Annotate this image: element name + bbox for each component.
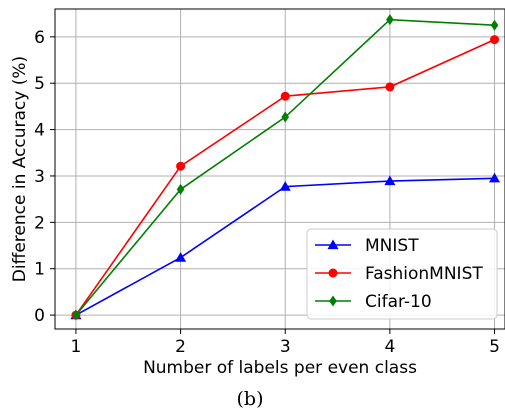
x-tick-label: 3: [280, 337, 291, 357]
data-point: [386, 14, 394, 26]
x-tick-label: 1: [71, 337, 82, 357]
data-point: [385, 82, 395, 92]
legend-marker: [328, 268, 338, 278]
x-tick-label: 2: [175, 337, 186, 357]
data-point: [175, 252, 187, 262]
legend-item: FashionMNIST: [315, 264, 483, 284]
legend-box: [306, 228, 498, 320]
data-point: [176, 183, 185, 195]
data-point: [279, 181, 291, 191]
data-point: [489, 172, 501, 183]
y-tick-label: 0: [34, 306, 45, 326]
y-tick-label: 5: [34, 74, 45, 94]
series-cifar-10: [72, 14, 499, 321]
y-tick-label: 2: [34, 213, 45, 233]
x-tick-label: 4: [384, 337, 395, 357]
data-point: [384, 175, 396, 186]
figure-caption: (b): [237, 388, 264, 410]
legend-item: MNIST: [315, 236, 419, 256]
y-tick-label: 3: [34, 167, 45, 187]
legend: MNIST FashionMNIST Cifar-10: [306, 228, 498, 320]
series-fashionmnist: [71, 35, 500, 320]
legend-marker: [329, 295, 337, 307]
legend-label: FashionMNIST: [365, 264, 483, 284]
y-tick-label: 6: [34, 28, 45, 48]
x-axis-label: Number of labels per even class: [143, 358, 417, 378]
data-point: [280, 91, 290, 101]
y-tick-label: 4: [34, 121, 45, 141]
x-tick-label: 5: [489, 337, 500, 357]
series-layer: [70, 14, 501, 321]
data-point: [490, 35, 500, 45]
legend-item: Cifar-10: [315, 292, 432, 312]
legend-label: Cifar-10: [365, 292, 432, 312]
grid: [55, 9, 505, 329]
ticks: 1 2 3 4 5 0 1 2 3 4 5 6: [34, 28, 500, 357]
data-point: [490, 19, 499, 31]
plot-frame: [54, 8, 505, 330]
legend-label: MNIST: [365, 236, 419, 256]
data-point: [281, 111, 290, 123]
y-tick-label: 1: [34, 260, 45, 280]
data-point: [72, 309, 80, 321]
data-point: [176, 161, 186, 171]
legend-marker: [327, 239, 339, 250]
y-axis-label: Difference in Accuracy (%): [10, 56, 30, 282]
